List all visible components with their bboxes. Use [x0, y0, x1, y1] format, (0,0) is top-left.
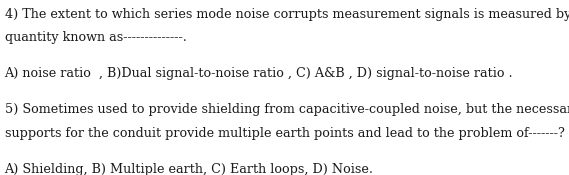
Text: 5) Sometimes used to provide shielding from capacitive-coupled noise, but the ne: 5) Sometimes used to provide shielding f… — [5, 103, 569, 116]
Text: quantity known as--------------.: quantity known as--------------. — [5, 32, 187, 44]
Text: A) Shielding, B) Multiple earth, C) Earth loops, D) Noise.: A) Shielding, B) Multiple earth, C) Eart… — [5, 163, 374, 175]
Text: supports for the conduit provide multiple earth points and lead to the problem o: supports for the conduit provide multipl… — [5, 127, 564, 140]
Text: 4) The extent to which series mode noise corrupts measurement signals is measure: 4) The extent to which series mode noise… — [5, 8, 569, 21]
Text: A) noise ratio  , B)Dual signal-to-noise ratio , C) A&B , D) signal-to-noise rat: A) noise ratio , B)Dual signal-to-noise … — [5, 67, 513, 80]
